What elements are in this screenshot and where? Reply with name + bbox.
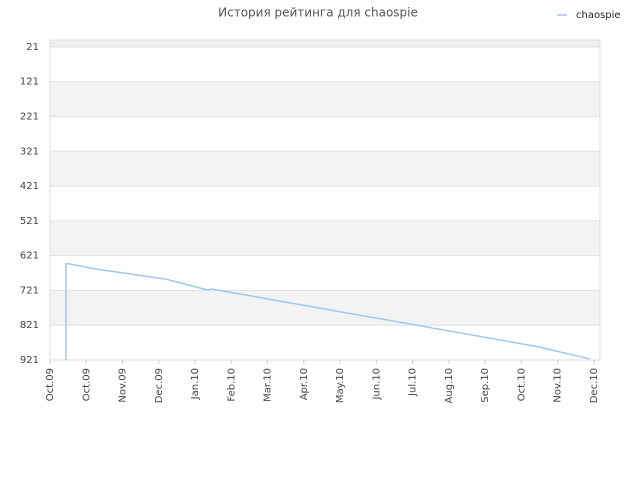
plot-band [50,151,600,187]
x-tick-label: Mar.10 [263,368,274,402]
x-tick-label: Feb.10 [226,368,237,402]
x-tick-label: Oct.09 [45,368,56,401]
x-tick-label: Jan.10 [190,368,201,400]
chart-title: История рейтинга для chaospie [218,6,418,20]
x-tick-label: Sep.10 [480,368,491,403]
plot-border [49,39,601,361]
plot-band [50,220,600,256]
plot-band [50,40,600,47]
x-tick-label: Jul.10 [408,368,419,397]
y-tick-label: 321 [20,146,39,157]
y-tick-label: 521 [20,216,39,227]
x-tick-label: Nov.09 [118,368,129,403]
y-tick-label: 621 [20,251,39,262]
y-tick-label: 421 [20,181,39,192]
plot-band [50,81,600,117]
series-line [65,262,591,360]
y-tick-label: 121 [20,77,39,88]
x-tick-label: Nov.10 [553,368,564,403]
y-tick-label: 821 [20,320,39,331]
y-tick-label: 21 [26,42,39,53]
y-tick-label: 721 [20,285,39,296]
y-tick-label: 921 [20,355,39,366]
x-tick-label: Oct.10 [516,368,527,401]
x-tick-label: Dec.09 [154,368,165,403]
plot-band [50,290,600,326]
x-tick-label: Aug.10 [444,368,455,403]
x-tick-label: Dec.10 [589,368,600,403]
x-tick-label: Apr.10 [299,368,310,400]
legend-label: chaospie [576,10,621,21]
y-tick-label: 221 [20,112,39,123]
x-tick-label: May.10 [335,368,346,403]
x-tick-label: Jun.10 [371,368,382,401]
x-tick-label: Oct.09 [81,368,92,401]
